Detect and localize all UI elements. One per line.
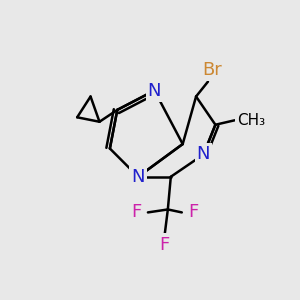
Text: F: F [131, 203, 141, 221]
Text: N: N [131, 168, 145, 186]
Text: N: N [197, 146, 210, 164]
Text: Br: Br [202, 61, 222, 79]
Text: F: F [160, 236, 170, 253]
Text: N: N [148, 82, 161, 100]
Text: F: F [188, 203, 198, 221]
Text: CH₃: CH₃ [237, 113, 265, 128]
